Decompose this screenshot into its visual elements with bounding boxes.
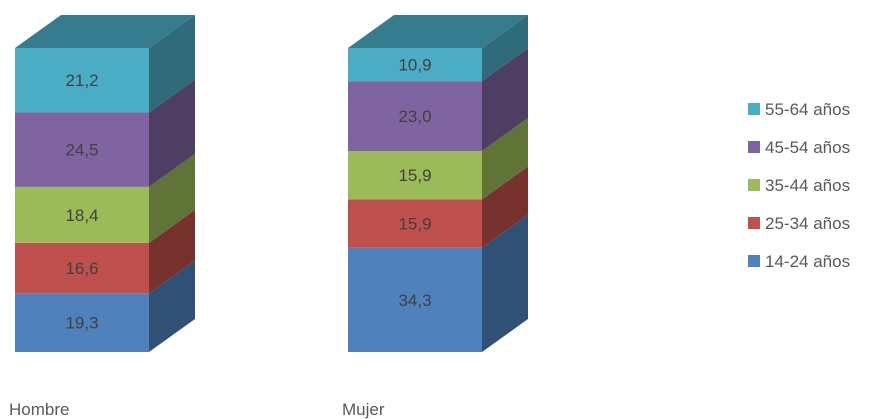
bar-segment-mujer-4: 23,0 bbox=[348, 48, 528, 152]
bar-side-face bbox=[149, 79, 195, 187]
data-label: 15,9 bbox=[398, 166, 431, 185]
legend-swatch bbox=[748, 141, 760, 153]
bar-front-face bbox=[348, 151, 482, 200]
bar-front-face bbox=[348, 247, 482, 352]
data-label: 23,0 bbox=[398, 107, 431, 126]
bar-segment-hombre-5: 21,2 bbox=[15, 15, 195, 113]
bar-front-face bbox=[348, 48, 482, 82]
legend-swatch bbox=[748, 103, 760, 115]
data-label: 16,6 bbox=[65, 259, 98, 278]
legend-swatch bbox=[748, 217, 760, 229]
legend-item: 55-64 años bbox=[748, 100, 850, 119]
legend-label: 55-64 años bbox=[765, 100, 850, 119]
legend-label: 35-44 años bbox=[765, 176, 850, 195]
bar-segment-hombre-4: 24,5 bbox=[15, 79, 195, 187]
bar-front-face bbox=[348, 199, 482, 248]
bar-side-face bbox=[149, 260, 195, 352]
data-label: 19,3 bbox=[65, 314, 98, 333]
legend-item: 14-24 años bbox=[748, 252, 850, 271]
bar-segment-hombre-2: 16,6 bbox=[15, 209, 195, 294]
legend-label: 45-54 años bbox=[765, 138, 850, 157]
bar-front-face bbox=[348, 81, 482, 152]
bar-segment-mujer-3: 15,9 bbox=[348, 118, 528, 200]
bar-segment-mujer-2: 15,9 bbox=[348, 166, 528, 248]
bar-side-face bbox=[149, 153, 195, 243]
bar-side-face bbox=[482, 15, 528, 82]
bar-segment-mujer-5: 10,9 bbox=[348, 15, 528, 82]
legend-swatch bbox=[748, 179, 760, 191]
data-label: 34,3 bbox=[398, 291, 431, 310]
bar-front-face bbox=[15, 186, 149, 243]
bar-segment-hombre-1: 19,3 bbox=[15, 260, 195, 352]
bar-side-face bbox=[482, 48, 528, 152]
bar-side-face bbox=[482, 166, 528, 248]
bar-top-face bbox=[348, 15, 528, 48]
category-label-hombre: Hombre bbox=[9, 400, 69, 419]
legend-item: 35-44 años bbox=[748, 176, 850, 195]
data-label: 18,4 bbox=[65, 206, 98, 225]
bar-top-face bbox=[15, 15, 195, 48]
legend-swatch bbox=[748, 255, 760, 267]
bar-segment-hombre-3: 18,4 bbox=[15, 153, 195, 243]
legend-item: 25-34 años bbox=[748, 214, 850, 233]
bar-front-face bbox=[15, 293, 149, 352]
category-labels: Hombre Mujer bbox=[9, 400, 385, 419]
bar-segment-mujer-1: 34,3 bbox=[348, 214, 528, 352]
legend-label: 14-24 años bbox=[765, 252, 850, 271]
data-label: 24,5 bbox=[65, 141, 98, 160]
data-label: 10,9 bbox=[398, 56, 431, 75]
bar-side-face bbox=[482, 214, 528, 352]
legend-label: 25-34 años bbox=[765, 214, 850, 233]
bar-front-face bbox=[15, 48, 149, 113]
data-label: 15,9 bbox=[398, 215, 431, 234]
bar-side-face bbox=[149, 15, 195, 113]
bar-side-face bbox=[482, 118, 528, 200]
data-label: 21,2 bbox=[65, 71, 98, 90]
bar-front-face bbox=[15, 242, 149, 294]
bars-group: 19,3 16,6 18,4 24,5 21,2 34,3 15,9 15,9 23,0 10,9 bbox=[15, 15, 528, 352]
bar-side-face bbox=[149, 209, 195, 294]
legend-item: 45-54 años bbox=[748, 138, 850, 157]
category-label-mujer: Mujer bbox=[342, 400, 385, 419]
bar-front-face bbox=[15, 112, 149, 187]
legend: 55-64 años 45-54 años 35-44 años 25-34 años… bbox=[748, 100, 850, 271]
